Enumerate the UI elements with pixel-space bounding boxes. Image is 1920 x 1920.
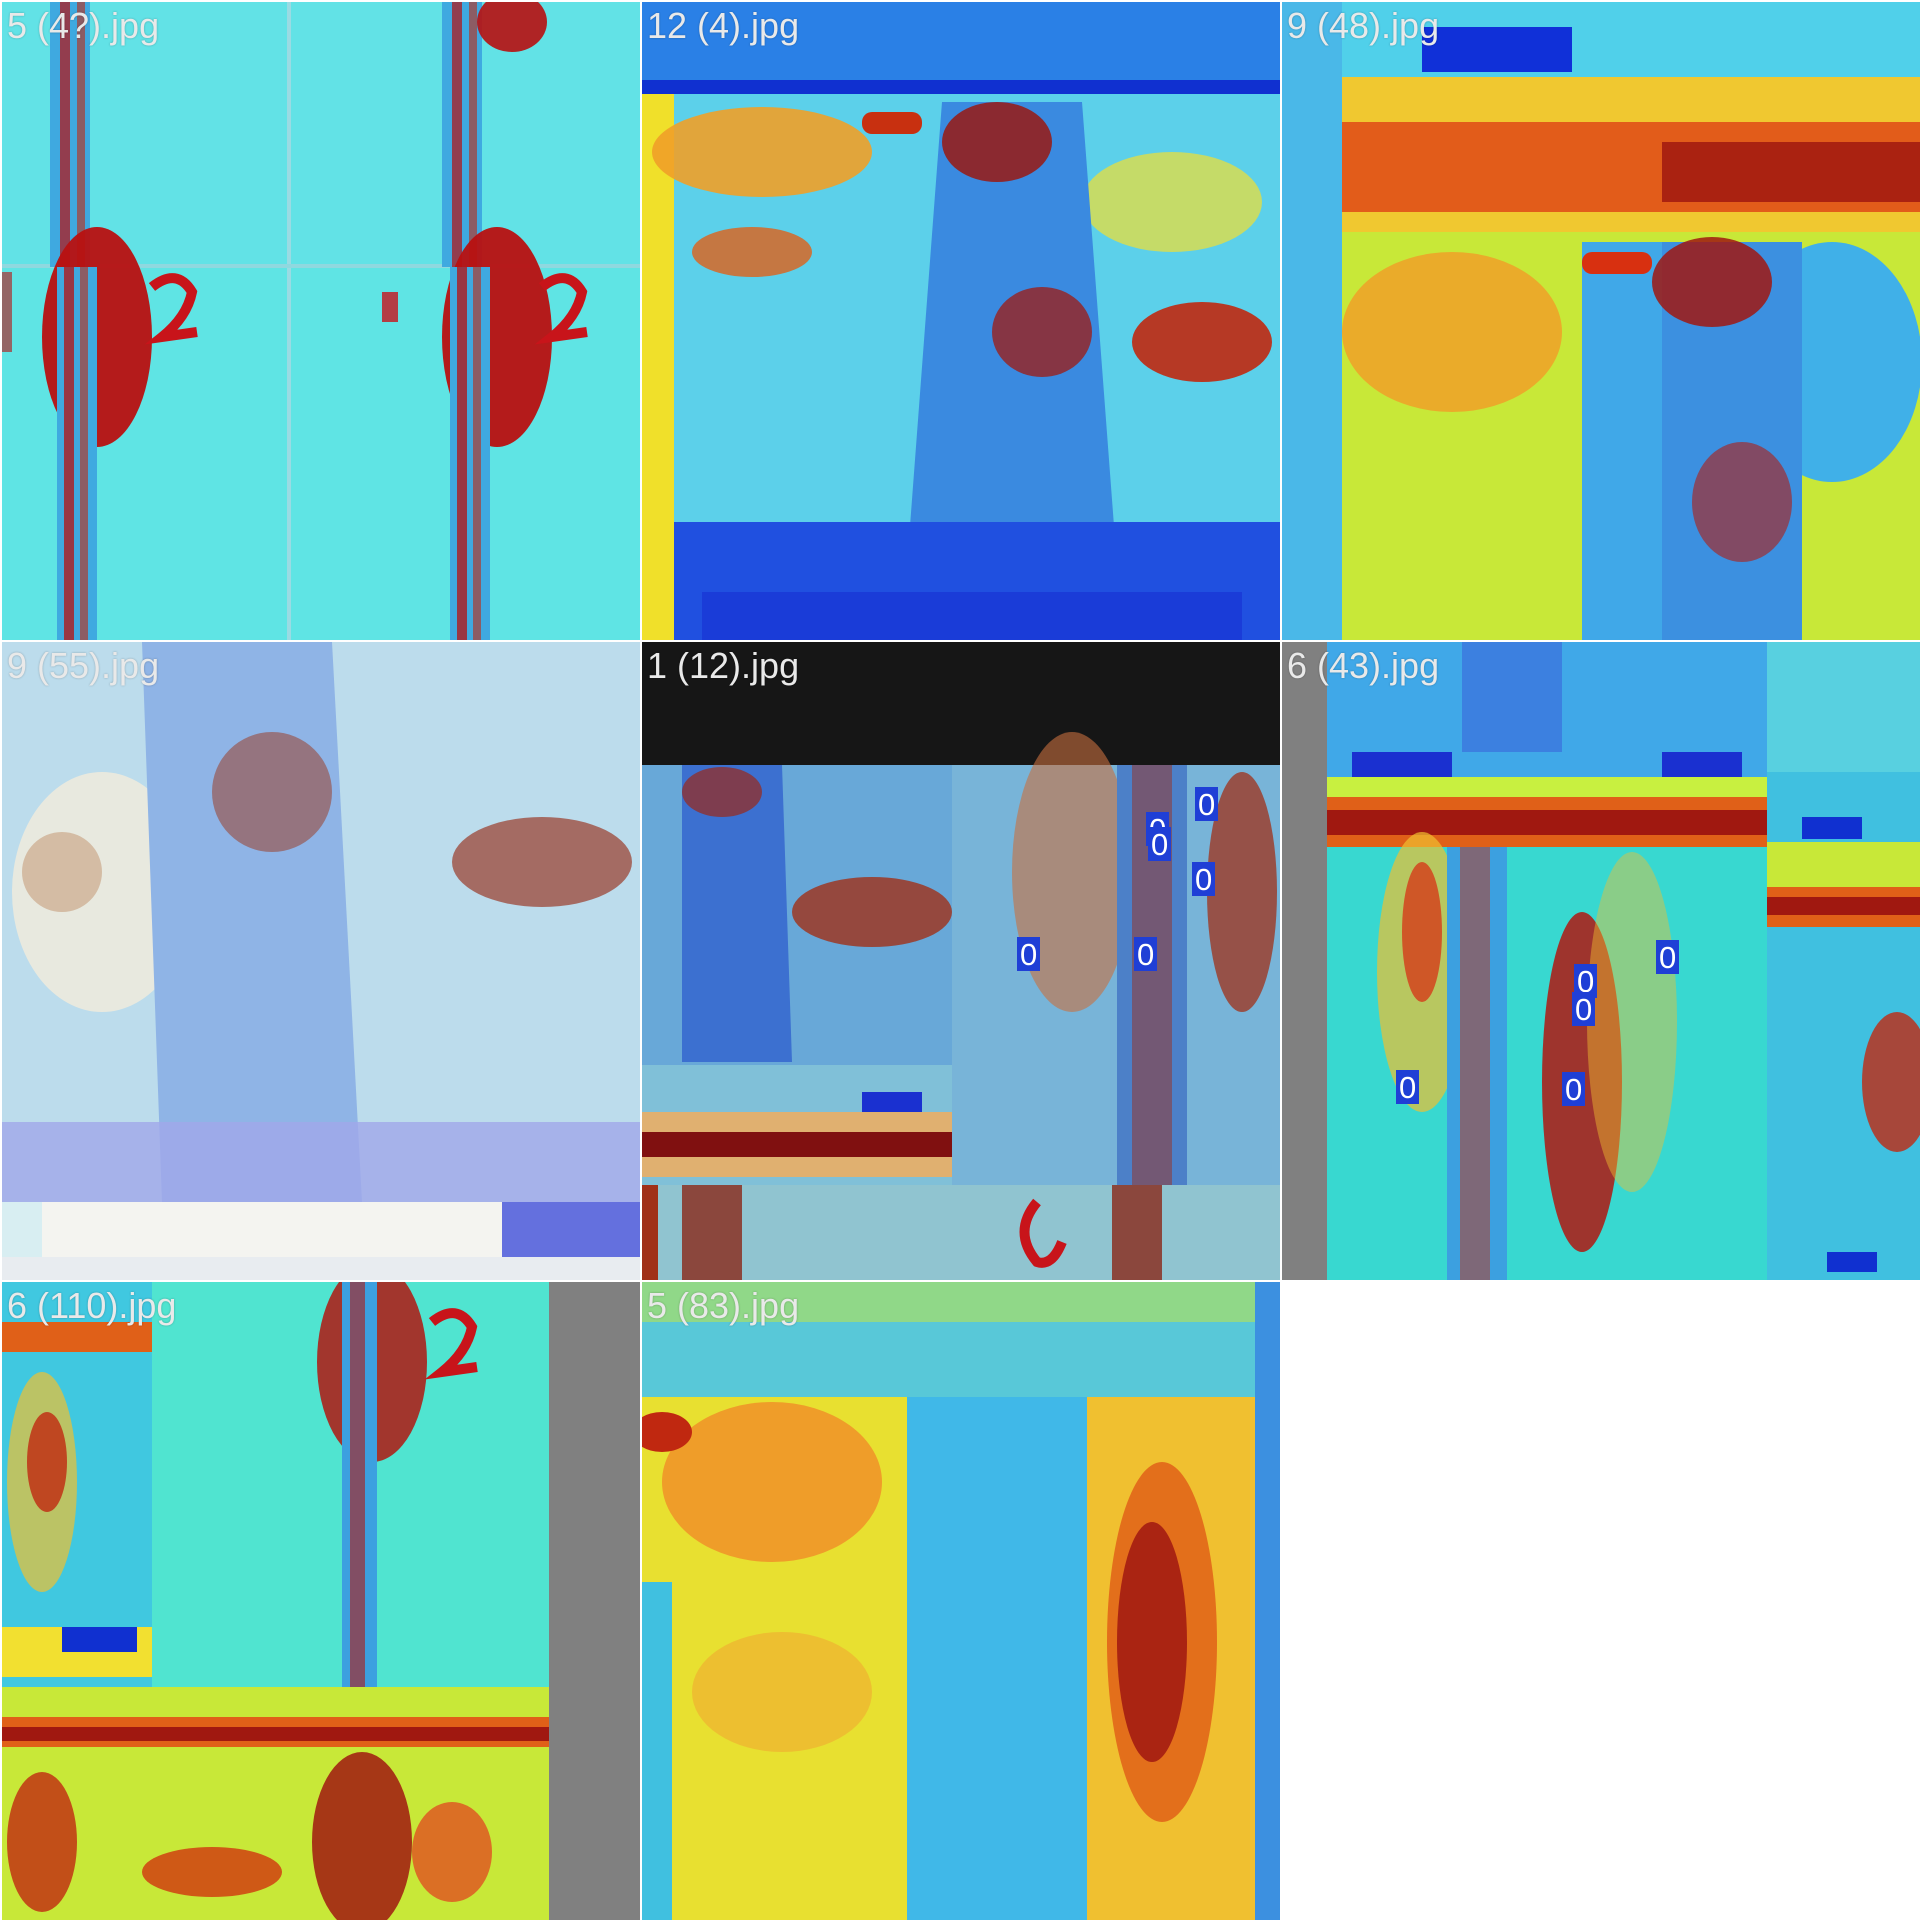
detection-label: 0 xyxy=(1017,937,1041,971)
detection-label: 0 xyxy=(1656,940,1680,974)
detection-label: 0 xyxy=(1195,787,1219,821)
weld-heatmap-image xyxy=(642,2,1280,640)
file-name-label: 5 (83).jpg xyxy=(647,1285,800,1326)
image-tile-3[interactable]: 9 (48).jpg xyxy=(1282,2,1920,640)
detection-label: 0 xyxy=(1396,1070,1420,1104)
detection-label: 0 xyxy=(1572,992,1596,1026)
file-name-label: 9 (55).jpg xyxy=(7,645,160,686)
detection-label: 0 xyxy=(1192,862,1216,896)
image-tile-5[interactable]: 1 (12).jpg 0 0 0 0 0 0 xyxy=(642,642,1280,1280)
weld-heatmap-image xyxy=(2,1282,640,1920)
weld-heatmap-image xyxy=(2,642,640,1280)
file-name-label: 12 (4).jpg xyxy=(647,5,800,46)
file-name-label: 5 (4?).jpg xyxy=(7,5,160,46)
image-tile-4[interactable]: 9 (55).jpg xyxy=(2,642,640,1280)
image-tile-8[interactable]: 5 (83).jpg xyxy=(642,1282,1280,1920)
image-tile-1[interactable]: 5 (4?).jpg xyxy=(2,2,640,640)
detection-label: 0 xyxy=(1562,1072,1586,1106)
weld-heatmap-image xyxy=(642,642,1280,1280)
image-tile-6[interactable]: 6 (43).jpg 0 0 0 0 0 xyxy=(1282,642,1920,1280)
weld-heatmap-image xyxy=(2,2,640,640)
detection-label: 0 xyxy=(1134,937,1158,971)
file-name-label: 1 (12).jpg xyxy=(647,645,800,686)
file-name-label: 6 (110).jpg xyxy=(7,1285,177,1326)
weld-heatmap-image xyxy=(642,1282,1280,1920)
weld-heatmap-image xyxy=(1282,2,1920,640)
detection-label: 0 xyxy=(1148,827,1172,861)
detection-label: 0 xyxy=(1574,964,1598,998)
image-tile-2[interactable]: 12 (4).jpg xyxy=(642,2,1280,640)
file-name-label: 6 (43).jpg xyxy=(1287,645,1440,686)
file-name-label: 9 (48).jpg xyxy=(1287,5,1440,46)
image-tile-7[interactable]: 6 (110).jpg xyxy=(2,1282,640,1920)
weld-heatmap-image xyxy=(1282,642,1920,1280)
